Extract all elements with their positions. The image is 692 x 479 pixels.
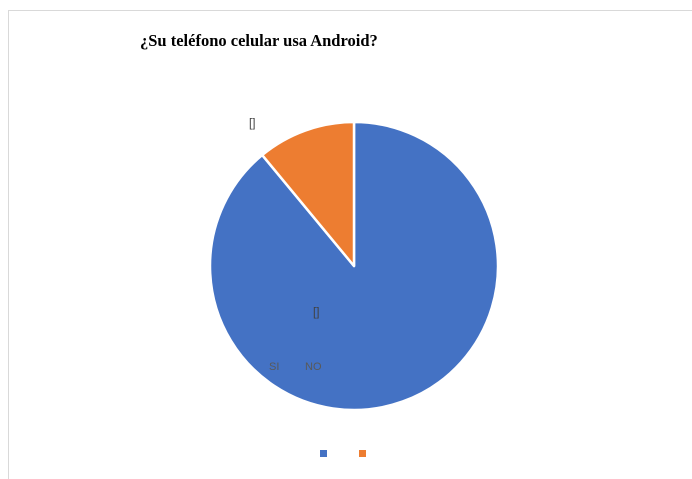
legend-swatch-no [359,450,366,457]
data-label-no: [] [249,118,255,130]
data-label-si: [] [313,307,319,319]
category-label-si: SI [269,361,279,373]
chart-title: ¿Su teléfono celular usa Android? [140,31,378,50]
category-label-no: NO [305,361,322,373]
pie-slices [208,120,500,412]
legend-swatch-si [320,450,327,457]
pie-slice-no [260,120,356,268]
legend [320,450,366,457]
